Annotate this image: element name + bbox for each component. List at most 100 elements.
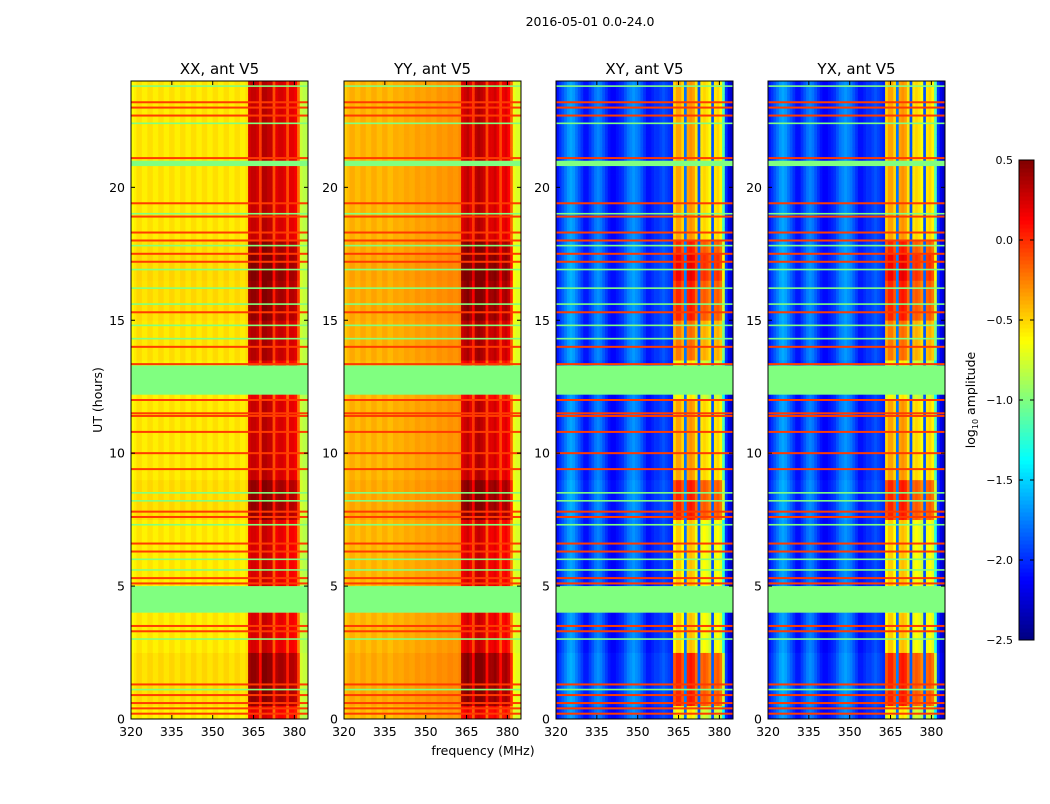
y-tick-label: 0 [117,712,125,727]
heatmap-cell [382,280,385,294]
heatmap-cell [194,533,197,547]
heatmap-cell [289,94,292,108]
heatmap-cell [385,280,388,294]
heatmap-cell [136,679,139,693]
heatmap-cell [401,626,404,640]
heatmap-cell [153,81,156,95]
heatmap-cell [270,241,273,255]
heatmap-cell [366,280,369,294]
heatmap-cell [275,334,278,348]
heatmap-cell [158,347,161,361]
heatmap-cell [286,653,289,667]
heatmap-cell [210,147,213,161]
heatmap-cell [426,280,429,294]
heatmap-cell [434,493,437,507]
heatmap-cell [237,334,240,348]
heatmap-cell [161,347,164,361]
heatmap-cell [188,453,191,467]
heatmap-cell [213,626,216,640]
heatmap-cell [289,453,292,467]
heatmap-cell [147,626,150,640]
heatmap-cell [147,546,150,560]
heatmap-cell [355,679,358,693]
heatmap-cell [300,520,303,534]
heatmap-cell [237,440,240,454]
heatmap-cell [281,227,284,241]
heatmap-cell [264,573,267,587]
heatmap-cell [229,520,232,534]
heatmap-cell [426,493,429,507]
heatmap-cell [229,307,232,321]
heatmap-cell [379,241,382,255]
heatmap-cell [349,400,352,414]
heatmap-cell [161,307,164,321]
heatmap-cell [352,520,355,534]
heatmap-cell [270,320,273,334]
heatmap-cell [207,187,210,201]
heatmap-cell [237,546,240,560]
heatmap-cell [398,453,401,467]
heatmap-cell [153,227,156,241]
heatmap-cell [358,94,361,108]
heatmap-cell [303,427,306,441]
heatmap-cell [169,546,172,560]
heatmap-cell [164,520,167,534]
heatmap-cell [254,573,257,587]
heatmap-cell [194,227,197,241]
heatmap-cell [352,400,355,414]
heatmap-cell [275,626,278,640]
heatmap-cell [245,666,248,680]
heatmap-cell [347,347,350,361]
rfi-line [131,415,308,417]
heatmap-cell [237,254,240,268]
heatmap-cell [388,294,391,308]
heatmap-cell [426,400,429,414]
heatmap-cell [369,334,372,348]
heatmap-cell [407,480,410,494]
heatmap-cell [202,440,205,454]
heatmap-cell [150,334,153,348]
heatmap-cell [283,241,286,255]
heatmap-cell [366,147,369,161]
heatmap-cell [251,626,254,640]
heatmap-cell [420,613,423,627]
heatmap-cell [150,573,153,587]
heatmap-cell [442,520,445,534]
heatmap-cell [286,187,289,201]
heatmap-cell [156,187,159,201]
heatmap-cell [286,174,289,188]
heatmap-cell [283,679,286,693]
heatmap-cell [281,639,284,653]
heatmap-cell [303,174,306,188]
heatmap-cell [210,573,213,587]
heatmap-cell [426,626,429,640]
heatmap-cell [166,347,169,361]
heatmap-cell [262,493,265,507]
heatmap-cell [262,453,265,467]
heatmap-cell [289,134,292,148]
heatmap-cell [442,639,445,653]
heatmap-cell [404,573,407,587]
heatmap-cell [270,227,273,241]
heatmap-cell [297,320,300,334]
heatmap-cell [185,241,188,255]
heatmap-cell [194,560,197,574]
heatmap-cell [390,94,393,108]
heatmap-cell [420,147,423,161]
heatmap-cell [426,134,429,148]
heatmap-cell [147,254,150,268]
heatmap-cell [194,639,197,653]
heatmap-cell [150,400,153,414]
heatmap-cell [177,334,180,348]
heatmap-cell [396,546,399,560]
heatmap-cell [136,108,139,122]
heatmap-cell [431,679,434,693]
heatmap-cell [437,320,440,334]
heatmap-cell [185,320,188,334]
heatmap-cell [390,573,393,587]
heatmap-cell [147,613,150,627]
heatmap-cell [270,480,273,494]
heatmap-cell [161,573,164,587]
heatmap-cell [407,626,410,640]
heatmap-cell [292,187,295,201]
